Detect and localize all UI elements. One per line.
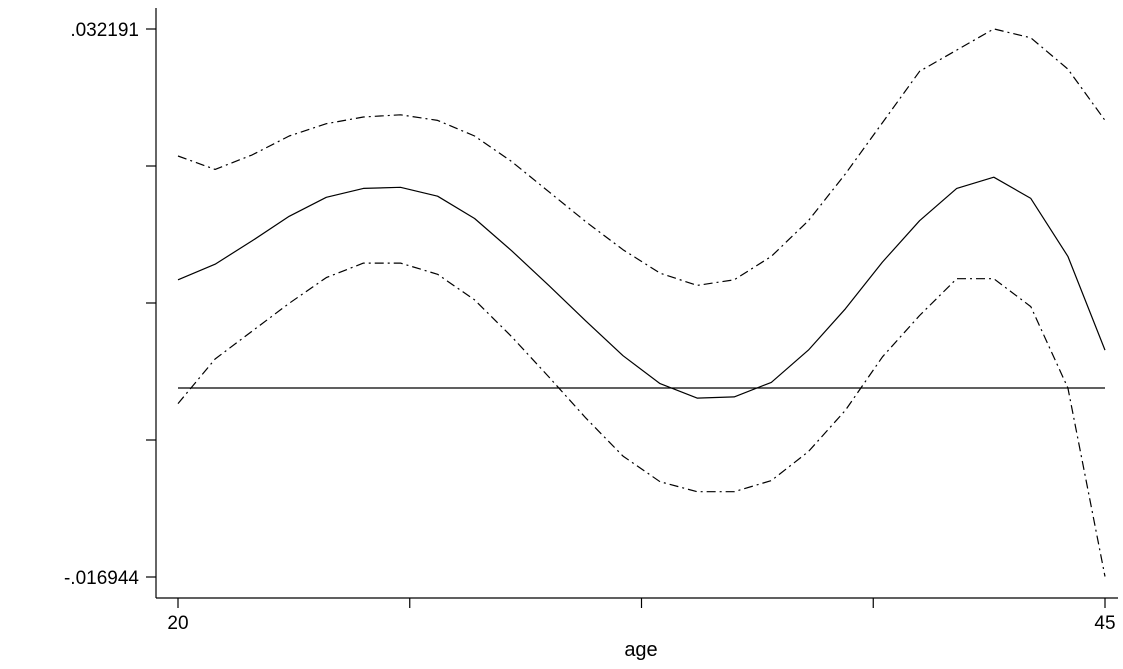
series-lines: [177, 28, 1106, 577]
x-tick-label: 20: [167, 613, 188, 634]
x-axis-title: age: [624, 639, 657, 661]
axis-ticks: [146, 28, 1106, 608]
y-tick-label: .032191: [70, 20, 139, 41]
upper-bound-line: [177, 28, 1106, 286]
x-tick-label: 45: [1094, 613, 1115, 634]
y-tick-label: -.016944: [64, 568, 139, 589]
estimate-line: [177, 176, 1106, 399]
axes: [155, 8, 1118, 599]
tick-labels: -.016944 .032191 20 45: [64, 20, 1116, 634]
lower-bound-line: [177, 262, 1106, 577]
